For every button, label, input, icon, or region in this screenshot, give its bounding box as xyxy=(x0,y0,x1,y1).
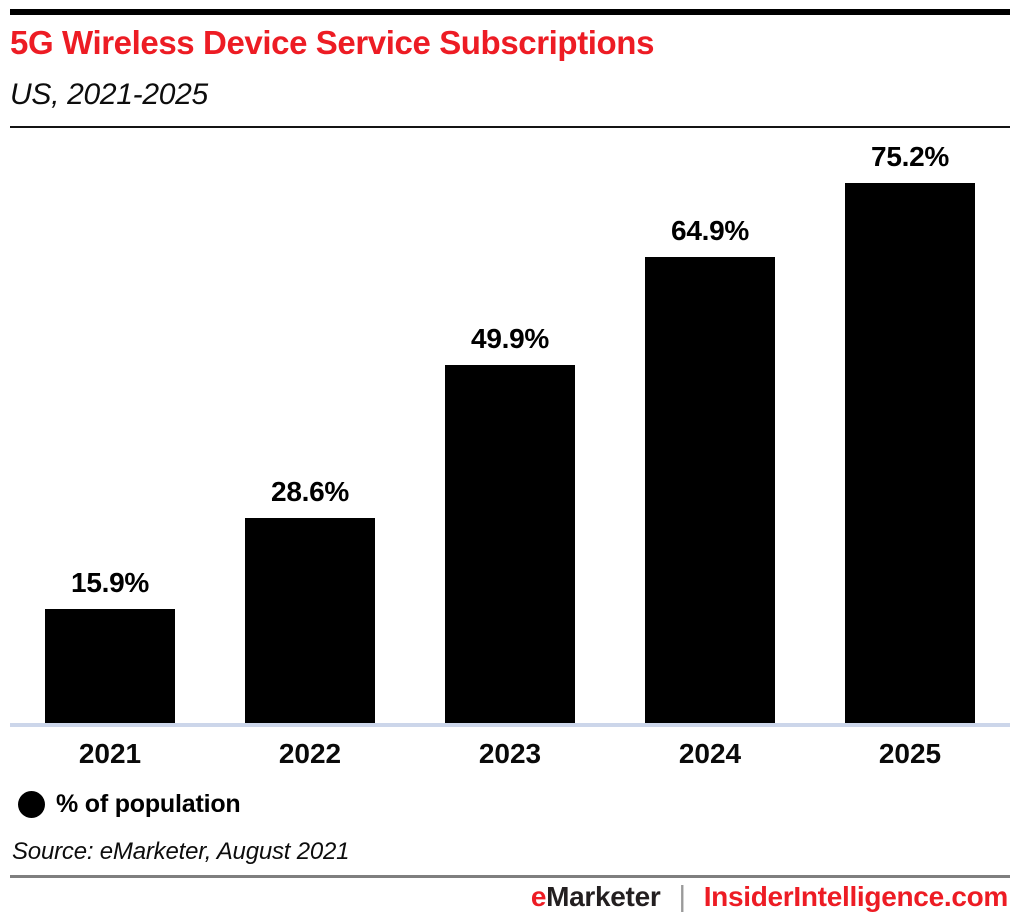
x-axis-label-2022: 2022 xyxy=(278,738,342,769)
x-axis-labels: 2021 2022 2023 2024 2025 xyxy=(10,738,1010,770)
bar-2024: 64.9% xyxy=(645,215,775,723)
bar-value-label-2025: 75.2% xyxy=(871,141,949,172)
chart-subtitle: US, 2021-2025 xyxy=(10,78,208,111)
bar-value-label-2023: 49.9% xyxy=(471,323,549,354)
bar-2023: 49.9% xyxy=(445,323,575,723)
bar-2022: 28.6% xyxy=(245,476,375,723)
bar-column-2021: 15.9% xyxy=(10,130,210,723)
emarketer-logo-e: e xyxy=(530,881,547,912)
bar-column-2025: 75.2% xyxy=(810,130,1010,723)
top-accent-bar xyxy=(10,9,1010,15)
emarketer-logo-rest: Marketer xyxy=(546,881,661,912)
bar-value-label-2022: 28.6% xyxy=(271,476,349,507)
legend: % of population xyxy=(18,790,241,819)
bar-chart: 15.9% 28.6% 49.9% 64.9% 75.2% xyxy=(10,130,1010,727)
bar-2021: 15.9% xyxy=(45,567,175,723)
bar-2025: 75.2% xyxy=(845,141,975,723)
bar-column-2023: 49.9% xyxy=(410,130,610,723)
x-axis-label-2024: 2024 xyxy=(678,738,742,769)
legend-label: % of population xyxy=(56,790,241,818)
x-axis-label-2023: 2023 xyxy=(478,738,542,769)
footer-pipe-divider: | xyxy=(678,881,686,913)
header-divider xyxy=(10,126,1010,128)
bar-column-2022: 28.6% xyxy=(210,130,410,723)
emarketer-logo: eMarketer xyxy=(531,881,661,913)
bar-value-label-2021: 15.9% xyxy=(71,567,149,598)
insider-intelligence-link: InsiderIntelligence.com xyxy=(703,881,1009,912)
bar-columns: 15.9% 28.6% 49.9% 64.9% 75.2% xyxy=(10,130,1010,723)
chart-title: 5G Wireless Device Service Subscriptions xyxy=(10,24,655,61)
footer-divider xyxy=(10,875,1010,878)
x-axis-line xyxy=(10,723,1010,727)
x-axis-label-2025: 2025 xyxy=(878,738,942,769)
legend-marker-circle-icon xyxy=(18,791,45,818)
bar-column-2024: 64.9% xyxy=(610,130,810,723)
source-note: Source: eMarketer, August 2021 xyxy=(12,838,350,865)
bar-value-label-2024: 64.9% xyxy=(671,215,749,246)
x-axis-label-2021: 2021 xyxy=(78,738,142,769)
footer-branding: eMarketer | InsiderIntelligence.com xyxy=(531,881,1008,914)
